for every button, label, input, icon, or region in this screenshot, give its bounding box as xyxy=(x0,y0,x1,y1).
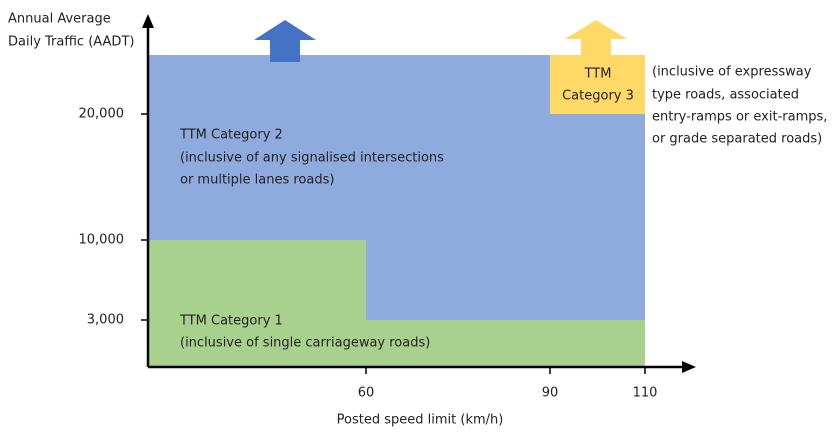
up-arrow xyxy=(565,20,627,55)
category-3-region xyxy=(550,55,645,114)
region-description: or multiple lanes roads) xyxy=(180,173,334,188)
axis-arrow xyxy=(142,14,154,28)
region-description: type roads, associated xyxy=(652,88,799,103)
region-title: TTM Category 1 xyxy=(179,314,283,329)
region-description: (inclusive of expressway xyxy=(652,65,812,80)
region-title: TTM xyxy=(584,67,612,82)
x-tick-label: 60 xyxy=(358,386,375,401)
y-axis-label: Annual Average xyxy=(8,12,111,27)
x-tick-label: 90 xyxy=(542,386,559,401)
x-tick-label: 110 xyxy=(633,386,658,401)
y-axis-label: Daily Traffic (AADT) xyxy=(8,35,134,50)
region-title: Category 3 xyxy=(562,89,634,104)
region-description: (inclusive of single carriageway roads) xyxy=(180,336,430,351)
category-1-region xyxy=(148,240,645,367)
region-description: or grade separated roads) xyxy=(652,132,822,147)
axis-arrow xyxy=(682,361,696,373)
x-axis-label: Posted speed limit (km/h) xyxy=(337,413,504,428)
region-description: entry-ramps or exit-ramps, xyxy=(652,110,827,125)
region-description: (inclusive of any signalised intersectio… xyxy=(180,151,444,166)
up-arrow xyxy=(254,20,316,62)
y-tick-label: 3,000 xyxy=(87,313,124,328)
y-tick-label: 20,000 xyxy=(79,107,125,122)
y-tick-label: 10,000 xyxy=(79,233,125,248)
region-title: TTM Category 2 xyxy=(179,128,283,143)
